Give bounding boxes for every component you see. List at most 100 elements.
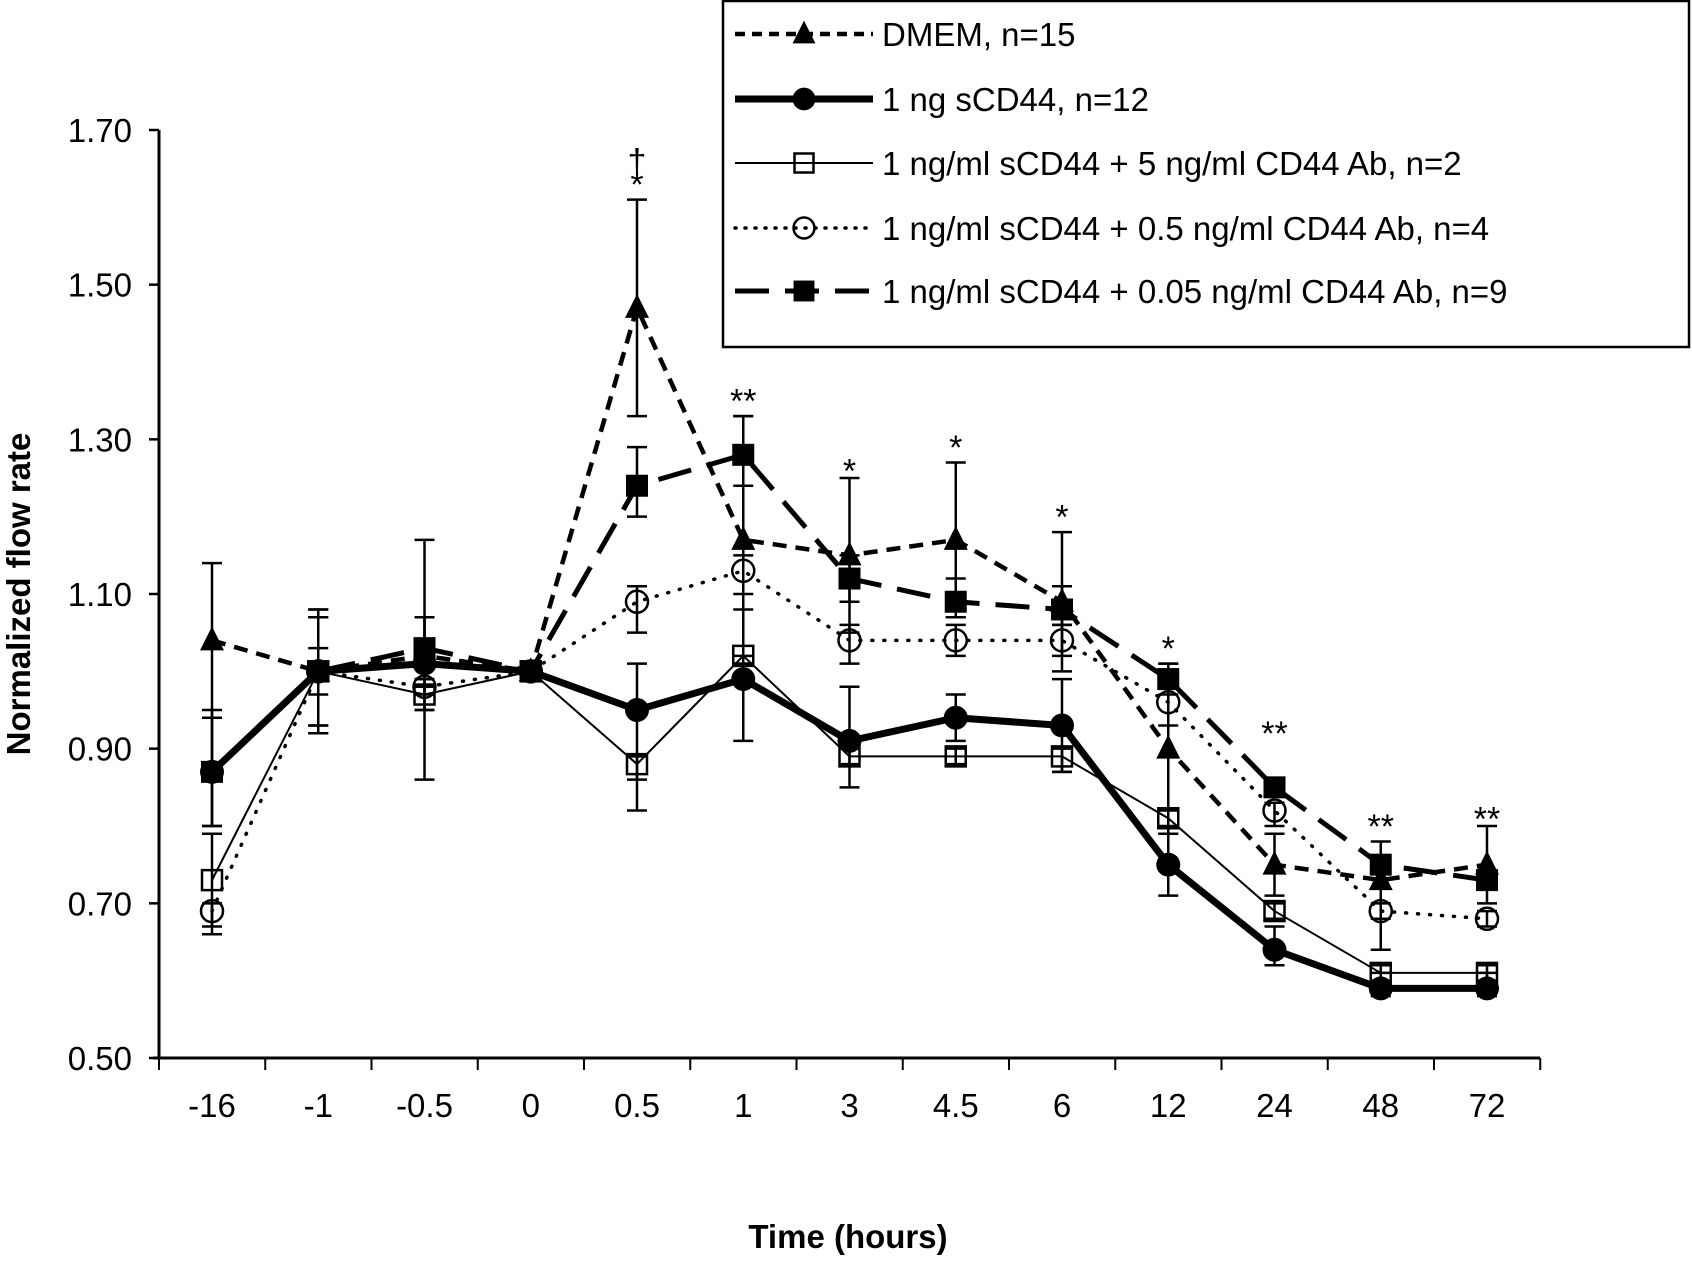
x-tick-label: 0 bbox=[522, 1087, 540, 1124]
y-tick-label: 0.70 bbox=[68, 885, 132, 922]
significance-marker: ** bbox=[730, 383, 756, 421]
open-square-marker bbox=[732, 644, 755, 668]
open-square-marker bbox=[1369, 961, 1392, 985]
x-tick-label: 12 bbox=[1150, 1087, 1187, 1124]
legend-label: 1 ng sCD44, n=12 bbox=[882, 81, 1149, 118]
filled-square-marker bbox=[1157, 668, 1180, 691]
significance-marker: * bbox=[949, 429, 962, 467]
x-tick-label: -16 bbox=[188, 1087, 236, 1124]
open-square-marker bbox=[1157, 807, 1180, 830]
x-tick-label: 0.5 bbox=[614, 1087, 660, 1124]
circle-marker bbox=[731, 667, 756, 692]
x-tick-label: -1 bbox=[304, 1087, 333, 1124]
circle-marker bbox=[943, 705, 968, 730]
filled-square-marker bbox=[1263, 776, 1286, 799]
filled-square-marker bbox=[307, 660, 330, 683]
x-tick-label: 6 bbox=[1053, 1087, 1071, 1124]
filled-square-marker bbox=[732, 443, 755, 466]
open-circle-marker bbox=[1049, 628, 1075, 653]
significance-marker: * bbox=[1055, 499, 1068, 537]
y-tick-label: 1.50 bbox=[68, 267, 132, 304]
significance-marker: * bbox=[1162, 630, 1175, 668]
open-circle-marker bbox=[624, 589, 650, 614]
open-circle-marker bbox=[1368, 898, 1393, 924]
legend-label: 1 ng/ml sCD44 + 0.05 ng/ml CD44 Ab, n=9 bbox=[882, 273, 1508, 310]
series-line-4 bbox=[210, 569, 1489, 921]
open-circle-marker bbox=[792, 216, 816, 240]
circle-marker bbox=[625, 698, 649, 722]
x-tick-label: 48 bbox=[1362, 1087, 1399, 1124]
open-square-marker bbox=[1263, 899, 1286, 923]
open-square-marker bbox=[200, 868, 224, 892]
significance-marker: ** bbox=[1261, 715, 1287, 753]
triangle-marker bbox=[1156, 734, 1181, 759]
significance-marker: † bbox=[628, 143, 647, 181]
open-circle-marker bbox=[1474, 906, 1500, 932]
filled-square-marker bbox=[201, 760, 223, 783]
x-tick-label: 24 bbox=[1256, 1087, 1293, 1124]
triangle-marker bbox=[1262, 850, 1287, 875]
filled-square-marker bbox=[519, 660, 542, 683]
open-square-marker bbox=[1475, 961, 1499, 985]
circle-marker bbox=[1262, 937, 1287, 962]
filled-square-marker bbox=[1369, 853, 1392, 876]
open-square-marker bbox=[944, 745, 967, 768]
open-circle-marker bbox=[943, 628, 968, 653]
open-circle-marker bbox=[1262, 798, 1287, 823]
y-ticks: 0.50 0.70 0.90 1.10 1.30 1.50 1.70 bbox=[68, 112, 159, 1077]
open-square-marker bbox=[793, 152, 815, 174]
significance-annotations: †*********** ** bbox=[628, 143, 1501, 846]
open-circle-marker bbox=[199, 898, 225, 924]
y-tick-label: 1.30 bbox=[68, 421, 132, 458]
legend-box bbox=[721, 0, 1691, 349]
y-tick-label: 1.70 bbox=[68, 112, 132, 149]
legend-label: 1 ng/ml sCD44 + 5 ng/ml CD44 Ab, n=2 bbox=[882, 145, 1462, 182]
series-markers bbox=[199, 293, 1500, 1001]
triangle-marker bbox=[731, 525, 756, 550]
series-line-3 bbox=[211, 654, 1487, 974]
circle-marker bbox=[1156, 852, 1181, 877]
legend-label: 1 ng/ml sCD44 + 0.5 ng/ml CD44 Ab, n=4 bbox=[882, 210, 1489, 247]
triangle-marker bbox=[792, 20, 816, 44]
x-tick-label: 1 bbox=[734, 1087, 752, 1124]
axes: 0.50 0.70 0.90 1.10 1.30 1.50 1.70 -16 -1 -0.5 0 0… bbox=[0, 112, 1542, 1255]
significance-marker: * bbox=[843, 452, 856, 490]
filled-square-marker bbox=[944, 590, 967, 613]
x-tick-label: 3 bbox=[840, 1087, 858, 1124]
open-square-marker bbox=[413, 683, 436, 706]
triangle-marker bbox=[1368, 866, 1393, 891]
x-ticks: -16 -1 -0.5 0 0.5 1 3 4.5 6 12 24 48 72 bbox=[158, 1058, 1542, 1124]
legend-label: DMEM, n=15 bbox=[882, 16, 1076, 53]
open-circle-marker bbox=[1156, 690, 1181, 715]
y-tick-label: 0.50 bbox=[68, 1040, 132, 1077]
triangle-marker bbox=[625, 293, 649, 318]
y-axis-title: Normalized flow rate bbox=[0, 433, 37, 756]
x-tick-label: 4.5 bbox=[933, 1087, 979, 1124]
x-tick-label: -0.5 bbox=[396, 1087, 453, 1124]
filled-square-marker bbox=[626, 474, 648, 497]
open-square-marker bbox=[838, 745, 861, 768]
filled-square-marker bbox=[1051, 598, 1073, 621]
filled-square-marker bbox=[1476, 869, 1498, 892]
filled-square-marker bbox=[413, 637, 436, 660]
y-tick-label: 1.10 bbox=[68, 576, 132, 613]
significance-marker: ** bbox=[1368, 808, 1394, 846]
open-circle-marker bbox=[412, 674, 437, 700]
significance-marker: * bbox=[630, 166, 643, 204]
filled-square-marker bbox=[793, 280, 815, 302]
x-axis-title: Time (hours) bbox=[748, 1218, 947, 1255]
triangle-marker bbox=[943, 525, 968, 550]
open-circle-marker bbox=[731, 558, 756, 584]
open-circle-marker bbox=[837, 628, 862, 653]
legend: DMEM, n=15 1 ng sCD44, n=12 1 ng/ml sCD44 … bbox=[721, 0, 1691, 349]
filled-square-marker bbox=[838, 567, 861, 590]
y-tick-label: 0.90 bbox=[68, 731, 132, 768]
x-tick-label: 72 bbox=[1469, 1087, 1506, 1124]
circle-marker bbox=[1050, 713, 1074, 738]
open-square-marker bbox=[1050, 745, 1074, 768]
open-square-marker bbox=[625, 752, 649, 776]
triangle-marker bbox=[837, 541, 862, 566]
triangle-marker bbox=[200, 626, 224, 651]
triangle-marker bbox=[1475, 850, 1499, 875]
